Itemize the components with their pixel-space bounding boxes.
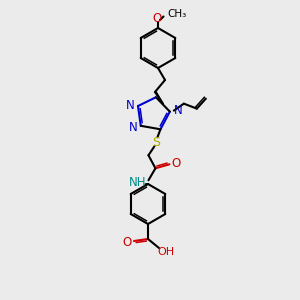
Text: N: N [126,98,134,112]
Text: O: O [122,236,132,248]
Text: NH: NH [129,176,146,189]
Text: CH₃: CH₃ [167,9,186,19]
Text: N: N [128,121,137,134]
Text: O: O [172,157,181,170]
Text: N: N [173,104,182,117]
Text: S: S [152,136,160,149]
Text: O: O [152,11,162,25]
Text: OH: OH [158,247,175,257]
